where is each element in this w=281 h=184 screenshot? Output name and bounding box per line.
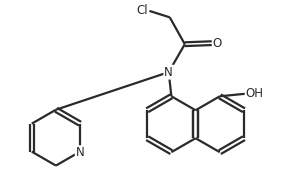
Text: N: N	[76, 146, 85, 159]
Text: OH: OH	[246, 87, 264, 100]
Text: N: N	[164, 66, 173, 79]
Text: O: O	[213, 37, 222, 50]
Text: Cl: Cl	[137, 4, 148, 17]
